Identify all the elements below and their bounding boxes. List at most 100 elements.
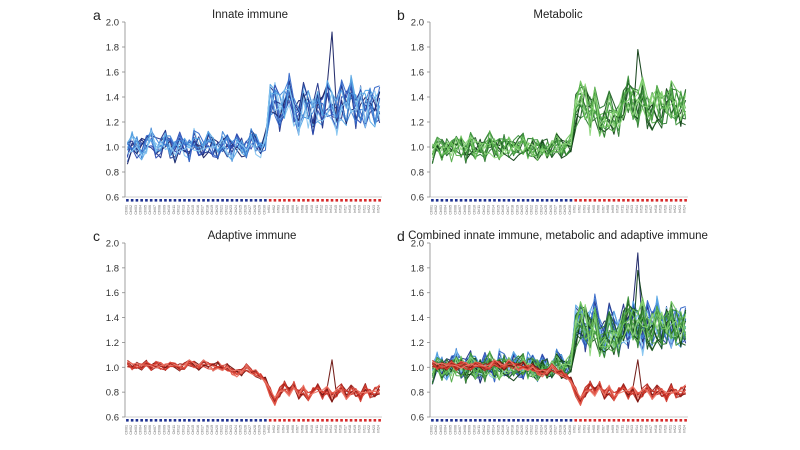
y-tick-label: 2.0 xyxy=(106,18,119,29)
case-sample-marker xyxy=(655,199,659,202)
sample-tick-label: Ctrl15 xyxy=(191,205,195,215)
sample-tick-label: Ctrl16 xyxy=(501,205,505,215)
sample-tick-label: Ctrl13 xyxy=(181,425,185,435)
control-sample-marker xyxy=(440,419,444,422)
case-sample-marker xyxy=(660,199,664,202)
case-sample-marker xyxy=(583,419,587,422)
sample-tick-label: Inf11 xyxy=(621,425,625,433)
sample-tick-label: Ctrl28 xyxy=(558,205,562,215)
sample-tick-label: Inf13 xyxy=(324,205,328,213)
y-tick-label: 0.6 xyxy=(411,193,424,204)
sample-tick-label: Ctrl20 xyxy=(520,425,524,435)
sample-tick-label: Ctrl11 xyxy=(477,205,481,214)
control-sample-marker xyxy=(187,199,191,202)
sample-tick-label: Inf11 xyxy=(621,205,625,213)
sample-tick-label: Ctrl28 xyxy=(253,425,257,435)
control-sample-marker xyxy=(464,419,468,422)
sample-tick-label: Ctrl26 xyxy=(549,205,553,215)
sample-tick-label: Inf21 xyxy=(362,205,366,213)
series-line xyxy=(432,359,686,401)
sample-tick-label: Inf06 xyxy=(291,425,295,433)
series-line xyxy=(432,76,687,161)
case-sample-marker xyxy=(335,419,339,422)
sample-tick-label: Inf16 xyxy=(339,205,343,213)
sample-tick-label: Inf08 xyxy=(300,205,304,213)
sample-tick-label: Ctrl19 xyxy=(210,425,214,435)
panel-c-adaptive-immune: c Adaptive immune 0.6 0.8 1.0 1.2 1.4 1.6 1.8 2.0… xyxy=(93,228,382,435)
control-sample-marker xyxy=(512,419,515,422)
sample-tick-label: Ctrl14 xyxy=(186,205,190,215)
control-sample-marker xyxy=(164,199,167,202)
case-sample-marker xyxy=(354,199,358,202)
sample-tick-label: Ctrl26 xyxy=(243,425,247,435)
case-sample-marker xyxy=(574,419,578,422)
control-sample-marker xyxy=(512,199,515,202)
case-sample-marker xyxy=(345,199,348,202)
case-sample-marker xyxy=(278,419,281,422)
sample-tick-label: Inf21 xyxy=(362,425,366,433)
sample-tick-label: Ctrl30 xyxy=(262,205,266,215)
control-sample-marker xyxy=(206,419,210,422)
control-sample-marker xyxy=(478,419,482,422)
y-tick-label: 1.0 xyxy=(106,143,119,154)
sample-tick-label: Ctrl23 xyxy=(535,205,539,215)
series-line xyxy=(126,78,381,161)
case-sample-marker xyxy=(598,419,601,422)
sample-tick-label: Inf07 xyxy=(296,205,300,213)
control-sample-marker xyxy=(221,199,224,202)
series-line xyxy=(126,361,380,401)
case-sample-marker xyxy=(321,419,324,422)
control-sample-marker xyxy=(469,199,472,202)
panel-b-metabolic: b Metabolic 0.6 0.8 1.0 1.2 1.4 1.6 1.8 2.0 Ctrl01… xyxy=(397,7,688,215)
panel-title: Innate immune xyxy=(212,9,288,21)
sample-tick-label: Inf14 xyxy=(329,205,333,213)
control-sample-marker xyxy=(178,419,182,422)
control-sample-marker xyxy=(159,199,162,202)
series-line xyxy=(127,72,380,163)
sample-tick-label: Inf03 xyxy=(582,425,586,433)
control-sample-marker xyxy=(130,419,134,422)
sample-tick-label: Ctrl09 xyxy=(162,425,166,435)
control-sample-marker xyxy=(440,199,444,202)
series-line xyxy=(127,360,380,405)
sample-tick-label: Inf01 xyxy=(267,425,271,433)
control-sample-marker xyxy=(483,419,487,422)
sample-tick-label: Ctrl03 xyxy=(134,205,138,215)
case-sample-marker xyxy=(636,419,640,422)
control-sample-marker xyxy=(206,199,210,202)
control-sample-marker xyxy=(154,199,158,202)
sample-tick-label: Inf20 xyxy=(358,425,362,433)
case-sample-marker xyxy=(622,419,625,422)
control-sample-marker xyxy=(502,199,506,202)
case-sample-marker xyxy=(650,199,654,202)
case-sample-marker xyxy=(679,419,683,422)
sample-tick-label: Ctrl08 xyxy=(158,205,162,215)
control-sample-marker xyxy=(245,199,248,202)
series-line xyxy=(432,360,686,405)
case-sample-marker xyxy=(311,419,315,422)
case-sample-marker xyxy=(646,199,649,202)
case-sample-marker xyxy=(378,199,381,202)
y-tick-label: 2.0 xyxy=(411,239,424,250)
control-sample-marker xyxy=(135,199,139,202)
sample-tick-label: Ctrl24 xyxy=(234,205,238,215)
control-sample-marker xyxy=(245,419,248,422)
sample-tick-label: Inf13 xyxy=(630,425,634,433)
sample-tick-label: Ctrl29 xyxy=(258,205,262,215)
sample-tick-label: Ctrl30 xyxy=(568,205,572,215)
control-sample-marker xyxy=(445,199,449,202)
case-sample-marker xyxy=(283,419,286,422)
sample-tick-label: Ctrl07 xyxy=(153,425,157,435)
sample-tick-label: Inf24 xyxy=(683,425,687,433)
sample-tick-label: Ctrl22 xyxy=(224,205,228,215)
case-sample-marker xyxy=(631,199,635,202)
sample-tick-label: Ctrl04 xyxy=(444,425,448,435)
sample-tick-label: Inf08 xyxy=(606,205,610,213)
case-sample-marker xyxy=(316,199,320,202)
sample-tick-label: Ctrl02 xyxy=(129,425,133,435)
case-sample-marker xyxy=(345,419,348,422)
sample-tick-label: Ctrl18 xyxy=(511,205,515,215)
sample-tick-label: Inf02 xyxy=(272,425,276,433)
case-sample-marker xyxy=(287,199,291,202)
sample-tick-label: Ctrl08 xyxy=(463,205,467,215)
